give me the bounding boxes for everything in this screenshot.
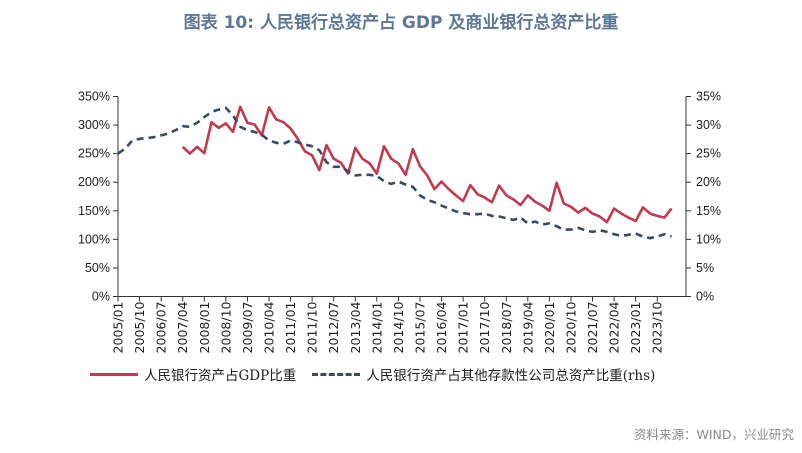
- y-right-tick-label: 5%: [696, 261, 714, 275]
- x-tick-label: 2005/01: [111, 302, 126, 354]
- x-tick-label: 2021/07: [585, 302, 600, 354]
- x-tick-label: 2018/07: [499, 302, 514, 354]
- legend-swatch-solid: [90, 372, 138, 376]
- x-tick-label: 2016/04: [434, 301, 449, 353]
- y-right-tick-label: 30%: [696, 118, 721, 132]
- legend-label: 人民银行资产占GDP比重: [144, 368, 297, 384]
- y-right-tick-label: 10%: [696, 232, 721, 246]
- x-tick-label: 2011/01: [283, 302, 298, 354]
- y-left-tick-label: 250%: [78, 147, 110, 161]
- source-note: 资料来源：WIND，兴业研究: [633, 427, 794, 442]
- x-tick-label: 2011/10: [305, 301, 320, 353]
- y-right-tick-label: 20%: [696, 175, 721, 189]
- legend-item-gdp: 人民银行资产占GDP比重: [90, 364, 296, 384]
- legend-label: 人民银行资产占其他存款性公司总资产比重(rhs): [366, 368, 656, 384]
- x-tick-label: 2017/01: [456, 302, 471, 354]
- x-tick-label: 2019/04: [520, 301, 535, 353]
- x-tick-label: 2013/04: [348, 301, 363, 353]
- x-tick-label: 2015/07: [412, 302, 427, 354]
- x-tick-label: 2007/04: [175, 301, 190, 353]
- x-tick-label: 2008/10: [218, 301, 233, 353]
- y-left-tick-label: 100%: [78, 232, 110, 246]
- series-line-rhs: [117, 106, 672, 240]
- x-tick-label: 2012/07: [326, 302, 341, 354]
- x-tick-label: 2023/01: [628, 302, 643, 354]
- x-tick-label: 2023/10: [650, 301, 665, 353]
- x-tick-label: 2022/04: [607, 301, 622, 353]
- y-right-tick-label: 25%: [696, 147, 721, 161]
- y-left-tick-label: 350%: [78, 90, 110, 104]
- x-tick-label: 2017/10: [477, 301, 492, 353]
- legend-swatch-dashed: [312, 372, 361, 376]
- y-left-tick-label: 200%: [78, 175, 110, 189]
- y-right-tick-label: 35%: [696, 90, 721, 104]
- x-tick-label: 2010/04: [261, 301, 276, 353]
- x-tick-label: 2020/10: [563, 301, 578, 353]
- chart-title: 图表 10: 人民银行总资产占 GDP 及商业银行总资产比重: [183, 13, 619, 33]
- y-right-tick-label: 0%: [696, 290, 714, 304]
- legend-item-rhs: 人民银行资产占其他存款性公司总资产比重(rhs): [312, 364, 655, 384]
- x-tick-label: 2020/01: [542, 302, 557, 354]
- y-right-tick-label: 15%: [696, 204, 721, 218]
- x-tick-label: 2009/07: [240, 302, 255, 354]
- legend: 人民银行资产占GDP比重 人民银行资产占其他存款性公司总资产比重(rhs): [90, 364, 671, 384]
- x-tick-label: 2014/10: [391, 301, 406, 353]
- y-left-tick-label: 0%: [92, 290, 110, 304]
- y-left-tick-label: 150%: [78, 204, 110, 218]
- y-left-tick-label: 300%: [78, 118, 110, 132]
- y-left-tick-label: 50%: [85, 261, 110, 275]
- x-tick-label: 2008/01: [197, 302, 212, 354]
- x-tick-label: 2014/01: [369, 302, 384, 354]
- x-tick-label: 2005/10: [132, 301, 147, 353]
- x-tick-label: 2006/07: [154, 302, 169, 354]
- series-line-gdp: [181, 105, 673, 224]
